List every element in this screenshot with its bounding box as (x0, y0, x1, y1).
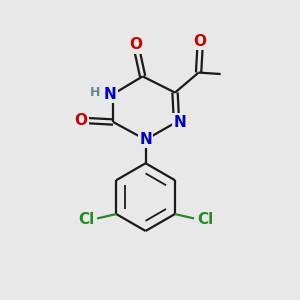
Text: Cl: Cl (197, 212, 213, 227)
Text: N: N (139, 132, 152, 147)
Text: O: O (74, 113, 87, 128)
Text: O: O (194, 34, 207, 49)
Text: N: N (174, 115, 186, 130)
Text: N: N (104, 87, 117, 102)
Text: O: O (129, 38, 142, 52)
Text: H: H (90, 86, 101, 99)
Text: Cl: Cl (78, 212, 94, 227)
